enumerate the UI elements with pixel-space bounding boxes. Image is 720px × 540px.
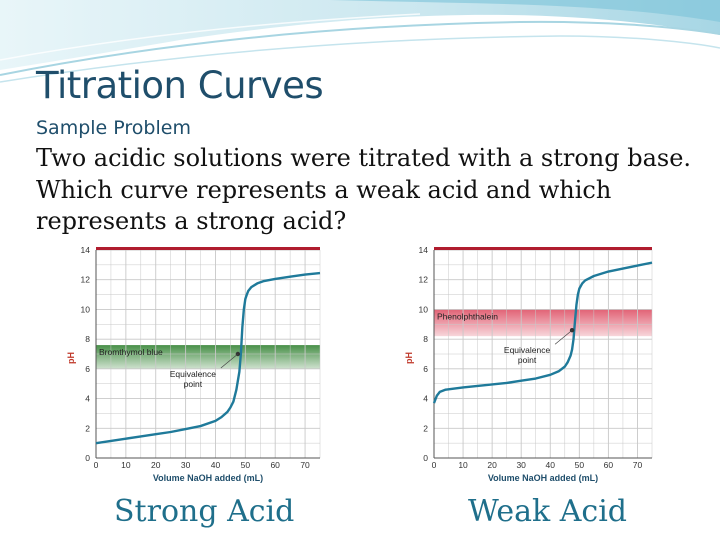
x-tick-label: 20 — [487, 460, 497, 470]
x-tick-label: 70 — [300, 460, 310, 470]
x-tick-label: 0 — [432, 460, 437, 470]
strong-acid-titration-chart: 0 10 20 30 40 50 60 70 0 2 4 6 8 10 12 14 Volume NaOH ad… — [66, 245, 321, 483]
y-tick-label: 10 — [81, 304, 91, 314]
y-tick-label: 8 — [423, 334, 428, 344]
y-axis-label: pH — [404, 352, 414, 364]
y-tick-label: 10 — [419, 304, 429, 314]
top-bar — [434, 247, 652, 250]
x-tick-label: 40 — [211, 460, 221, 470]
x-tick-label: 0 — [94, 460, 99, 470]
indicator-label: Bromthymol blue — [99, 347, 163, 357]
y-axis-label: pH — [66, 352, 76, 364]
y-tick-label: 4 — [85, 394, 90, 404]
x-tick-label: 70 — [633, 460, 643, 470]
x-tick-label: 50 — [575, 460, 585, 470]
annotation-label-line2: point — [184, 379, 203, 389]
y-tick-label: 12 — [419, 275, 429, 285]
weak-acid-titration-chart: 0 10 20 30 40 50 60 70 0 2 4 6 8 10 12 14 Volume NaOH ad… — [404, 245, 653, 483]
slide-title: Titration Curves — [36, 64, 324, 107]
annotation-label-line2: point — [518, 355, 537, 365]
top-bar — [96, 247, 320, 250]
x-axis-label: Volume NaOH added (mL) — [488, 473, 598, 483]
x-tick-label: 60 — [270, 460, 280, 470]
indicator-band — [434, 309, 652, 337]
y-tick-label: 12 — [81, 275, 91, 285]
x-tick-label: 30 — [181, 460, 191, 470]
y-tick-label: 6 — [423, 364, 428, 374]
y-tick-label: 0 — [423, 453, 428, 463]
y-tick-label: 14 — [81, 245, 91, 255]
y-tick-label: 2 — [423, 423, 428, 433]
titration-curve — [432, 261, 653, 404]
indicator-label: Phenolphthalein — [437, 311, 498, 321]
annotation-label: Equivalence — [504, 345, 551, 355]
annotation-leader — [554, 329, 573, 345]
strong-acid-caption: Strong Acid — [114, 494, 295, 529]
y-tick-label: 14 — [419, 245, 429, 255]
y-tick-label: 4 — [423, 394, 428, 404]
header-swoosh-decoration — [0, 0, 720, 83]
y-tick-label: 0 — [85, 453, 90, 463]
x-tick-label: 20 — [151, 460, 161, 470]
problem-statement: Two acidic solutions were titrated with … — [36, 144, 692, 236]
annotation-leader — [220, 353, 239, 369]
titration-curve — [95, 271, 321, 445]
x-tick-label: 50 — [241, 460, 251, 470]
x-tick-label: 10 — [458, 460, 468, 470]
x-tick-label: 60 — [604, 460, 614, 470]
y-tick-label: 6 — [85, 364, 90, 374]
annotation-label: Equivalence — [170, 369, 217, 379]
indicator-band — [96, 345, 320, 369]
x-tick-label: 10 — [121, 460, 131, 470]
x-tick-label: 40 — [546, 460, 556, 470]
x-tick-label: 30 — [516, 460, 526, 470]
y-tick-label: 2 — [85, 423, 90, 433]
y-tick-label: 8 — [85, 334, 90, 344]
x-axis-label: Volume NaOH added (mL) — [153, 473, 263, 483]
slide-subtitle: Sample Problem — [36, 117, 191, 139]
weak-acid-caption: Weak Acid — [468, 494, 628, 529]
